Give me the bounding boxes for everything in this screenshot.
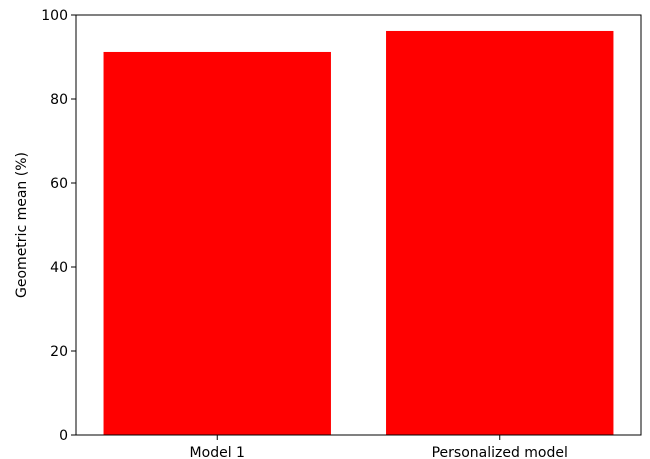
y-tick-label: 100: [41, 8, 68, 24]
plot-frame: [75, 14, 642, 436]
y-tick-label: 0: [59, 428, 68, 444]
y-axis-ticks: 0 20 40 60 80 100: [41, 8, 76, 444]
y-tick-label: 60: [50, 176, 68, 192]
bar-model-1: [103, 51, 331, 436]
bars-layer: [103, 30, 614, 436]
y-axis-label: Geometric mean (%): [14, 152, 30, 298]
y-tick-label: 20: [50, 344, 68, 360]
x-axis-ticks: Model 1 Personalized model: [190, 435, 568, 459]
bar-personalized-model: [386, 30, 614, 436]
y-tick-label: 40: [50, 260, 68, 276]
x-tick-label: Model 1: [190, 445, 245, 459]
x-tick-label: Personalized model: [432, 445, 568, 459]
y-tick-label: 80: [50, 92, 68, 108]
